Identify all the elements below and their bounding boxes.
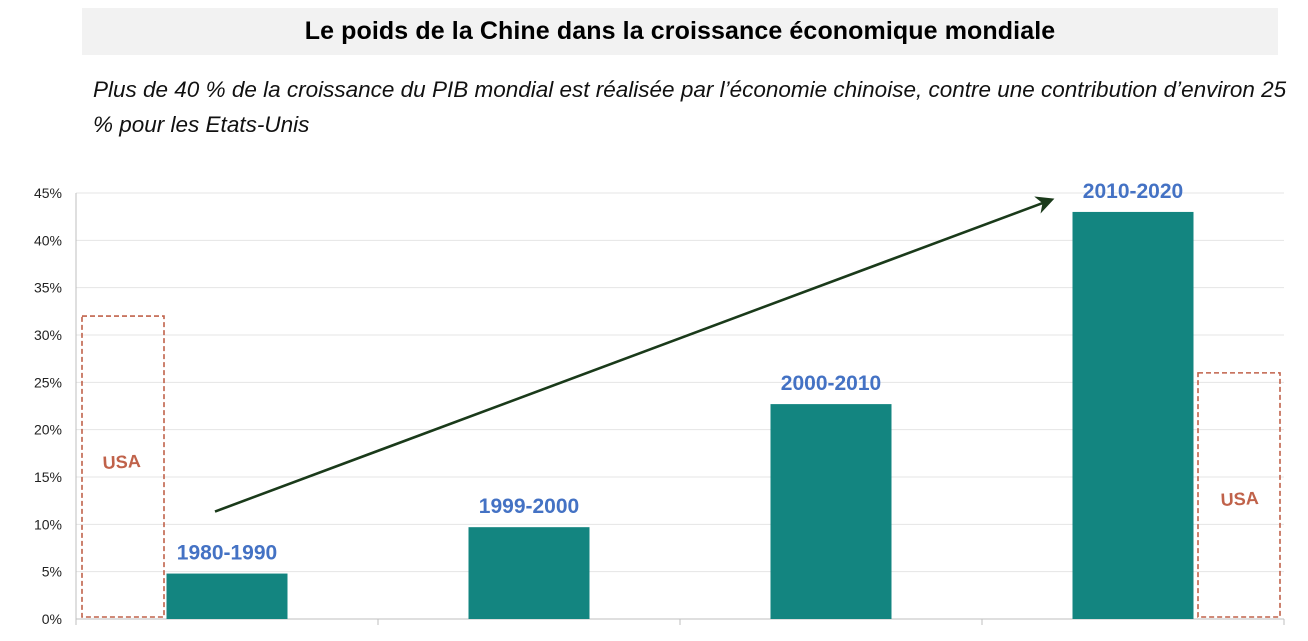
bar-label-2010-2020: 2010-2020 <box>1083 180 1183 203</box>
bar-1980-1990 <box>166 573 288 619</box>
usa-box-left <box>81 315 165 618</box>
trend-arrow-line <box>214 196 1055 513</box>
y-tick-label: 35% <box>34 280 62 296</box>
y-tick-label: 40% <box>34 232 62 248</box>
y-tick-label: 25% <box>34 374 62 390</box>
y-tick-label: 10% <box>34 516 62 532</box>
bar-labels: 1980-1990 1999-2000 2000-2010 2010-2020 <box>177 180 1183 565</box>
y-tick-label: 45% <box>34 185 62 201</box>
bars <box>166 211 1194 619</box>
bar-1999-2000 <box>468 527 590 619</box>
title-bar: Le poids de la Chine dans la croissance … <box>82 8 1278 55</box>
y-tick-label: 5% <box>42 564 62 580</box>
bar-2010-2020 <box>1072 211 1194 619</box>
usa-label-left: USA <box>102 451 141 473</box>
y-tick-label: 30% <box>34 327 62 343</box>
usa-label-right: USA <box>1220 488 1259 510</box>
chart-title: Le poids de la Chine dans la croissance … <box>304 17 1056 45</box>
y-tick-label: 20% <box>34 422 62 438</box>
trend-arrow <box>214 196 1055 513</box>
bar-2000-2010 <box>770 404 892 619</box>
y-tick-label: 0% <box>42 611 62 627</box>
y-tick-label: 15% <box>34 469 62 485</box>
bar-label-2000-2010: 2000-2010 <box>781 372 881 395</box>
chart-subtitle: Plus de 40 % de la croissance du PIB mon… <box>93 77 1287 137</box>
usa-box-right <box>1197 372 1281 618</box>
bar-label-1999-2000: 1999-2000 <box>479 495 579 518</box>
usa-annotations: USA USA <box>81 315 1281 618</box>
bar-label-1980-1990: 1980-1990 <box>177 542 277 565</box>
